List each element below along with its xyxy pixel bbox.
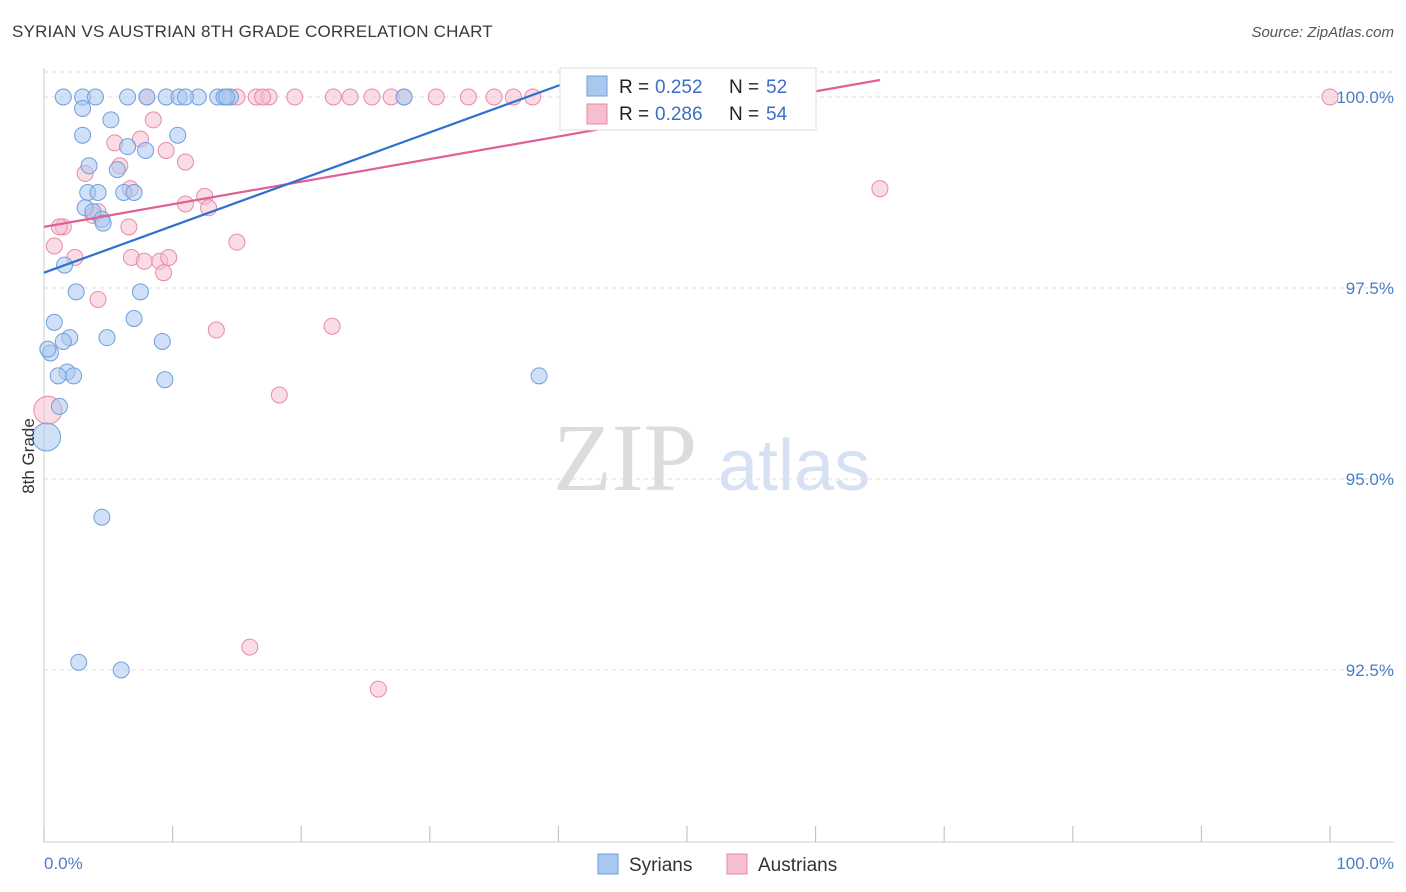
legend-n-label-austrians: N = xyxy=(729,104,759,125)
syrian-point-40 xyxy=(49,367,67,385)
syrian-point-36 xyxy=(54,332,72,350)
austrian-point-20 xyxy=(144,111,162,129)
austrian-point-35 xyxy=(120,218,138,236)
austrian-point-24 xyxy=(176,153,194,171)
syrian-point-13 xyxy=(102,111,120,129)
austrian-point-36 xyxy=(45,237,63,255)
syrian-point-39 xyxy=(65,367,83,385)
syrian-point-12 xyxy=(74,99,92,117)
syrian-point-29 xyxy=(67,283,85,301)
syrian-point-45 xyxy=(93,508,111,526)
austrian-point-5 xyxy=(341,88,359,106)
austrian-point-37 xyxy=(228,233,246,251)
syrian-point-19 xyxy=(108,161,126,179)
austrian-point-3 xyxy=(286,88,304,106)
legend-r-label-syrians: R = xyxy=(619,77,649,98)
syrian-point-31 xyxy=(45,313,63,331)
legend-swatch-austrians xyxy=(586,103,608,125)
syrian-point-14 xyxy=(74,126,92,144)
austrian-point-43 xyxy=(155,264,173,282)
syrian-point-16 xyxy=(119,138,137,156)
syrian-point-30 xyxy=(131,283,149,301)
austrian-point-4 xyxy=(324,88,342,106)
austrian-point-40 xyxy=(135,252,153,270)
y-tick-label-3: 92.5% xyxy=(1346,661,1394,680)
austrian-point-53 xyxy=(254,88,272,106)
austrian-point-9 xyxy=(427,88,445,106)
legend-r-value-syrians: 0.252 xyxy=(655,77,703,98)
austrian-point-49 xyxy=(241,638,259,656)
syrian-point-34 xyxy=(98,329,116,347)
austrian-point-45 xyxy=(207,321,225,339)
syrian-point-49 xyxy=(176,88,194,106)
source-label: Source: ZipAtlas.com xyxy=(1251,24,1394,41)
y-tick-label-1: 97.5% xyxy=(1346,279,1394,298)
syrian-point-42 xyxy=(530,367,548,385)
series-austrians xyxy=(33,88,1339,698)
syrian-point-50 xyxy=(39,340,57,358)
austrian-point-23 xyxy=(157,141,175,159)
watermark-zip: ZIP xyxy=(553,404,697,511)
legend-n-value-syrians: 52 xyxy=(766,77,787,98)
syrian-point-2 xyxy=(119,88,137,106)
bottom-legend-syrians: Syrians xyxy=(629,855,692,876)
syrian-point-32 xyxy=(125,310,143,328)
x-tick-label-1: 100.0% xyxy=(1336,854,1394,873)
syrian-point-47 xyxy=(112,661,130,679)
syrian-point-46 xyxy=(70,653,88,671)
grid-lines xyxy=(44,71,1394,671)
syrian-point-18 xyxy=(80,157,98,175)
syrian-point-44 xyxy=(32,422,62,452)
austrian-point-50 xyxy=(369,680,387,698)
austrian-point-47 xyxy=(270,386,288,404)
bottom-legend-swatch-austrians xyxy=(726,853,748,875)
y-tick-label-0: 100.0% xyxy=(1336,88,1394,107)
austrian-point-6 xyxy=(363,88,381,106)
watermark: ZIP atlas xyxy=(553,404,870,511)
stats-legend: R = 0.252 N = 52 R = 0.286 N = 54 xyxy=(559,67,817,131)
axes xyxy=(43,68,1394,843)
austrian-point-11 xyxy=(485,88,503,106)
bottom-legend-swatch-syrians xyxy=(597,853,619,875)
legend-n-value-austrians: 54 xyxy=(766,104,788,125)
syrian-point-43 xyxy=(50,397,68,415)
x-tick-label-0: 0.0% xyxy=(44,854,83,873)
series-legend: Syrians Austrians xyxy=(597,853,837,876)
tick-labels: 100.0% 97.5% 95.0% 92.5% 0.0% 100.0% xyxy=(44,88,1394,873)
syrian-point-48 xyxy=(54,88,72,106)
austrian-point-51 xyxy=(50,218,68,236)
syrian-point-10 xyxy=(395,88,413,106)
syrian-point-1 xyxy=(86,88,104,106)
legend-swatch-syrians xyxy=(586,75,608,97)
syrian-point-51 xyxy=(218,88,236,106)
chart-title: SYRIAN VS AUSTRIAN 8TH GRADE CORRELATION… xyxy=(12,22,493,41)
syrian-point-23 xyxy=(125,184,143,201)
syrian-point-41 xyxy=(156,371,174,389)
legend-r-label-austrians: R = xyxy=(619,104,649,125)
austrian-point-10 xyxy=(459,88,477,106)
y-axis-label: 8th Grade xyxy=(19,418,38,494)
legend-r-value-austrians: 0.286 xyxy=(655,104,703,125)
bottom-legend-austrians: Austrians xyxy=(758,855,837,876)
syrian-point-35 xyxy=(153,332,171,350)
legend-n-label-syrians: N = xyxy=(729,77,759,98)
watermark-atlas: atlas xyxy=(718,426,870,506)
syrian-point-27 xyxy=(94,214,112,232)
syrian-point-15 xyxy=(169,126,187,144)
trend-line-syrians xyxy=(43,78,575,274)
austrian-point-46 xyxy=(323,317,341,335)
series-syrians xyxy=(32,88,657,679)
austrian-point-19 xyxy=(1321,88,1339,106)
austrian-point-33 xyxy=(871,180,889,198)
syrian-point-21 xyxy=(89,184,107,201)
syrian-point-3 xyxy=(138,88,156,106)
austrian-point-44 xyxy=(89,290,107,308)
austrian-point-42 xyxy=(160,248,178,266)
y-tick-label-2: 95.0% xyxy=(1346,470,1394,489)
syrian-point-17 xyxy=(137,141,155,159)
